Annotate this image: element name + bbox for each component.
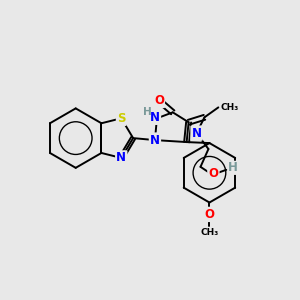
Text: H: H [142,107,152,117]
Text: CH₃: CH₃ [220,103,238,112]
Text: N: N [150,111,160,124]
Text: N: N [116,152,126,164]
Text: N: N [191,127,202,140]
Text: N: N [150,134,160,147]
Text: S: S [117,112,125,125]
Text: H: H [228,161,238,174]
Text: CH₃: CH₃ [200,228,219,237]
Text: O: O [208,167,218,180]
Text: O: O [204,208,214,221]
Text: O: O [154,94,164,107]
